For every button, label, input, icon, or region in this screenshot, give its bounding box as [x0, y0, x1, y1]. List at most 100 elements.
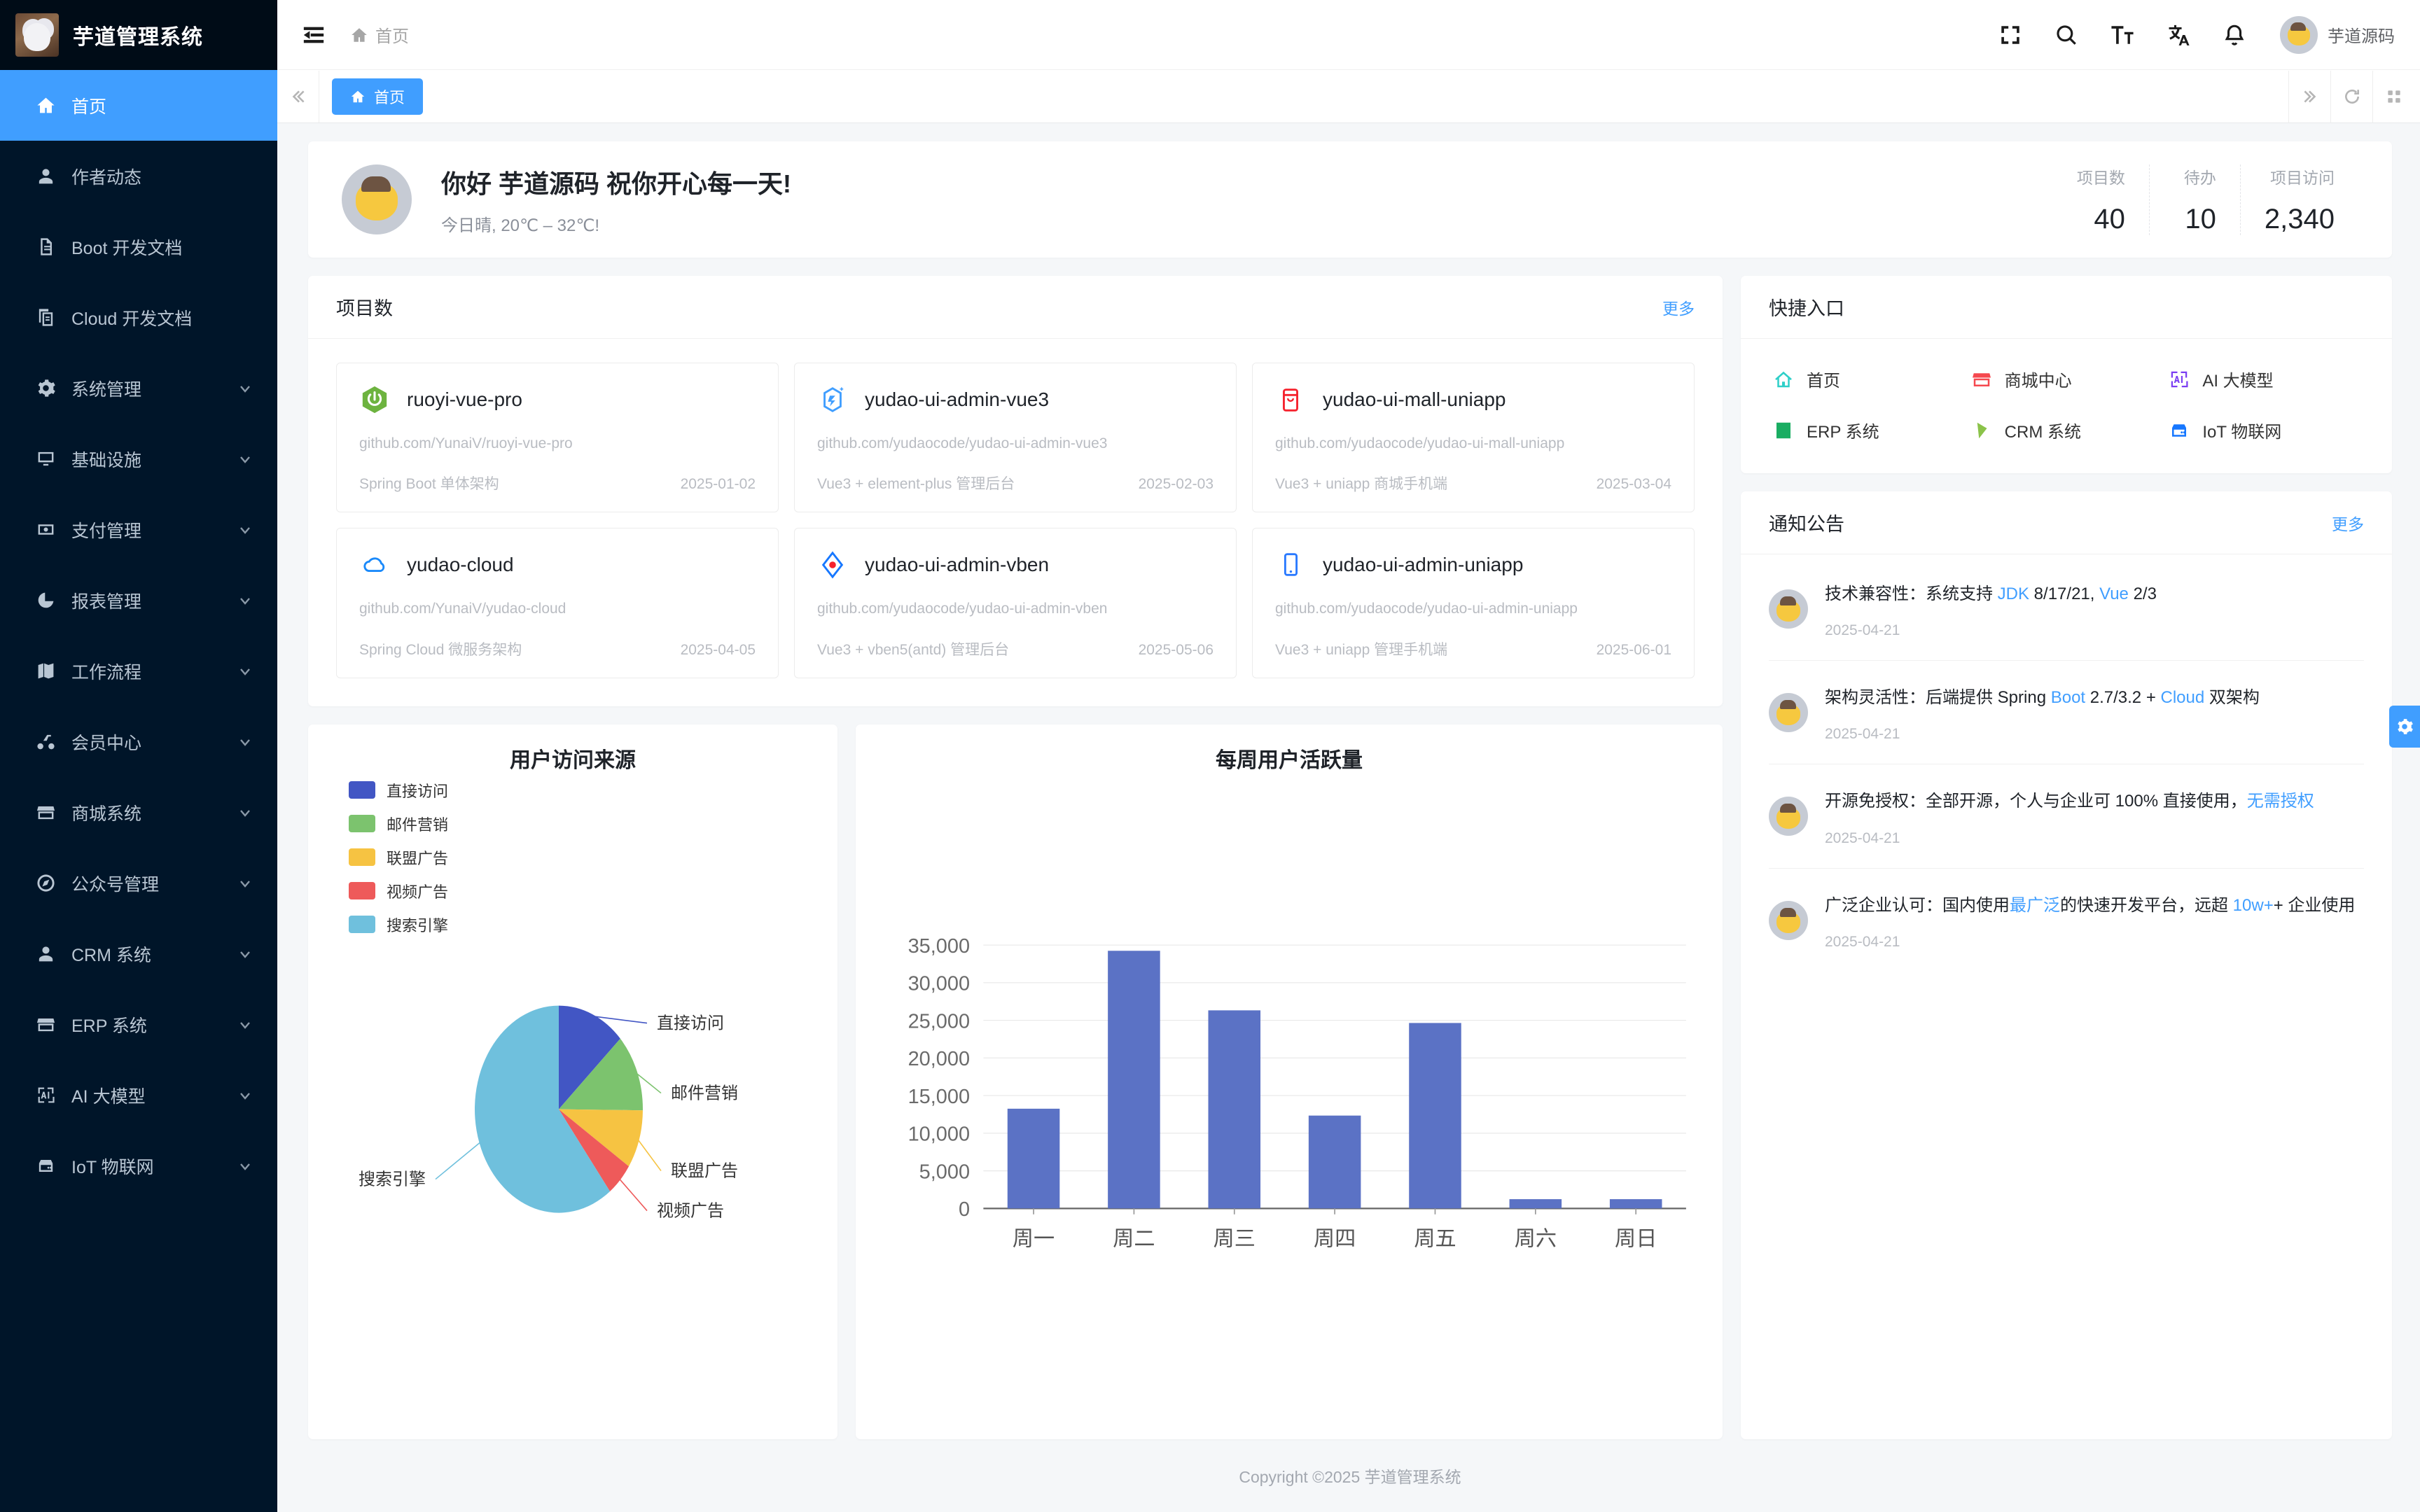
breadcrumb[interactable]: 首页	[350, 22, 409, 47]
legend-swatch	[349, 916, 375, 934]
search-icon[interactable]	[2052, 20, 2081, 50]
charts-row: 用户访问来源 直接访问 邮件营销 联盟广告 视频广告 搜索引擎 直接访问 邮件营销 联盟广告…	[308, 724, 1723, 1439]
sidebar-item-6[interactable]: 基础设施	[0, 424, 277, 494]
flow-icon	[38, 663, 53, 679]
bar-chart-svg[interactable]: 0 5,000 10,000 15,000 20,000 25,000 30,000 35,0…	[875, 774, 1703, 1424]
sidebar-item-16[interactable]: IoT 物联网	[0, 1130, 277, 1201]
legend-item[interactable]: 视频广告	[349, 874, 448, 908]
sidebar-item-5[interactable]: 系统管理	[0, 353, 277, 424]
project-card[interactable]: yudao-cloud github.com/YunaiV/yudao-cloud…	[336, 528, 779, 678]
sidebar-item-7[interactable]: 支付管理	[0, 494, 277, 565]
chevron-double-right-icon[interactable]	[2288, 70, 2330, 122]
notice-segment: 双架构	[2204, 688, 2260, 708]
user-icon	[39, 169, 53, 184]
project-card[interactable]: yudao-ui-admin-vue3 github.com/yudaocode/…	[794, 363, 1237, 513]
notice-item[interactable]: 广泛企业认可：国内使用最广泛的快速开发平台，远超 10w++ 企业使用 2025-…	[1769, 867, 2364, 972]
bike-icon	[36, 734, 55, 750]
project-card[interactable]: yudao-ui-admin-vben github.com/yudaocode/…	[794, 528, 1237, 678]
project-card[interactable]: yudao-ui-mall-uniapp github.com/yudaocode…	[1252, 363, 1695, 513]
sidebar-item-15[interactable]: AI 大模型	[0, 1060, 277, 1130]
sidebar-item-11[interactable]: 商城系统	[0, 777, 277, 848]
project-desc: Vue3 + element-plus 管理后台	[817, 476, 1015, 493]
font-size-icon[interactable]	[2108, 20, 2137, 50]
fullscreen-icon[interactable]	[1996, 20, 2025, 50]
projects-more-link[interactable]: 更多	[1662, 299, 1695, 318]
pie-slice[interactable]	[559, 1038, 643, 1111]
bike-icon	[31, 732, 60, 752]
legend-label: 联盟广告	[387, 849, 449, 867]
project-url: github.com/YunaiV/ruoyi-vue-pro	[359, 435, 573, 451]
breadcrumb-label: 首页	[375, 27, 409, 46]
y-axis-tick-label: 30,000	[908, 973, 971, 995]
sidebar-item-12[interactable]: 公众号管理	[0, 848, 277, 918]
bar[interactable]	[1007, 1108, 1060, 1209]
notices-more-link[interactable]: 更多	[2332, 514, 2364, 533]
project-card[interactable]: yudao-ui-admin-uniapp github.com/yudaocod…	[1252, 528, 1695, 678]
project-name: yudao-cloud	[407, 554, 514, 576]
sidebar-item-8[interactable]: 报表管理	[0, 565, 277, 636]
chevron-down-icon	[237, 451, 253, 468]
home-icon	[36, 97, 55, 113]
chevron-double-left-icon[interactable]	[277, 70, 319, 122]
pie-slice[interactable]	[559, 1109, 630, 1191]
project-card[interactable]: ruoyi-vue-pro github.com/YunaiV/ruoyi-vue…	[336, 363, 779, 513]
refresh-icon[interactable]	[2330, 70, 2372, 122]
hamburger-fold-icon[interactable]	[298, 20, 329, 50]
bar[interactable]	[1409, 1023, 1461, 1209]
legend-item[interactable]: 搜索引擎	[349, 908, 448, 941]
pie-slice[interactable]	[559, 1109, 643, 1167]
bar[interactable]	[1208, 1010, 1261, 1209]
bar[interactable]	[1308, 1115, 1361, 1209]
project-header: yudao-ui-admin-vben	[817, 550, 1214, 580]
y-axis-tick-label: 10,000	[908, 1124, 971, 1146]
user-menu[interactable]: 芋道源码	[2280, 15, 2395, 54]
settings-drawer-handle[interactable]	[2389, 706, 2420, 748]
notice-text: 技术兼容性：系统支持 JDK 8/17/21, Vue 2/3	[1825, 581, 2364, 607]
quick-entry-label: IoT 物联网	[2202, 423, 2282, 442]
notice-item[interactable]: 开源免授权：全部开源，个人与企业可 100% 直接使用，无需授权 2025-04-…	[1769, 764, 2364, 867]
sidebar-item-14[interactable]: ERP 系统	[0, 989, 277, 1060]
device-icon	[31, 1156, 60, 1176]
quick-entry-item[interactable]: 商城中心	[1971, 367, 2162, 391]
sidebar-item-13[interactable]: CRM 系统	[0, 918, 277, 989]
legend-item[interactable]: 联盟广告	[349, 841, 448, 874]
quick-entry-label: AI 大模型	[2202, 372, 2274, 391]
sidebar-item-9[interactable]: 工作流程	[0, 636, 277, 706]
sidebar-item-label: 报表管理	[71, 592, 142, 612]
weather-text: 今日晴, 20℃ – 32℃!	[441, 216, 599, 235]
quick-entry-item[interactable]: AI 大模型	[2169, 367, 2360, 391]
quick-entry-item[interactable]: ERP 系统	[1773, 418, 1964, 442]
sidebar-item-2[interactable]: 作者动态	[0, 141, 277, 211]
bell-icon[interactable]	[2220, 20, 2249, 50]
pie-slice[interactable]	[559, 1005, 620, 1110]
notice-segment: 架构灵活性：后端提供 Spring	[1825, 688, 2051, 708]
translate-icon[interactable]	[2164, 20, 2193, 50]
notice-item[interactable]: 技术兼容性：系统支持 JDK 8/17/21, Vue 2/3 2025-04-2…	[1769, 557, 2364, 660]
quick-entry-item[interactable]: IoT 物联网	[2169, 418, 2360, 442]
shop-icon	[31, 802, 60, 822]
notice-segment: 的快速开发平台，远超	[2060, 895, 2233, 915]
tab-home[interactable]: 首页	[332, 78, 424, 115]
sidebar-item-1[interactable]: 首页	[0, 70, 277, 141]
sidebar-logo[interactable]: 芋道管理系统	[0, 0, 277, 70]
project-date: 2025-06-01	[1596, 641, 1671, 658]
sidebar-item-4[interactable]: Cloud 开发文档	[0, 282, 277, 353]
quick-entry-item[interactable]: CRM 系统	[1971, 418, 2162, 442]
quick-entry-item[interactable]: 首页	[1773, 367, 1964, 391]
pie-slice[interactable]	[475, 1005, 611, 1213]
legend-item[interactable]: 邮件营销	[349, 807, 448, 841]
sidebar-item-10[interactable]: 会员中心	[0, 706, 277, 777]
notice-item[interactable]: 架构灵活性：后端提供 Spring Boot 2.7/3.2 + Cloud 双…	[1769, 660, 2364, 764]
notice-segment: Cloud	[2160, 688, 2205, 708]
legend-swatch	[349, 882, 375, 900]
bar[interactable]	[1108, 951, 1160, 1209]
bar[interactable]	[1509, 1198, 1562, 1209]
notices-list: 技术兼容性：系统支持 JDK 8/17/21, Vue 2/3 2025-04-2…	[1741, 554, 2392, 972]
pikachu-avatar	[1769, 693, 1808, 733]
sidebar-item-3[interactable]: Boot 开发文档	[0, 211, 277, 282]
bar[interactable]	[1609, 1198, 1662, 1209]
grid-icon[interactable]	[2372, 70, 2414, 122]
legend-item[interactable]: 直接访问	[349, 774, 448, 807]
